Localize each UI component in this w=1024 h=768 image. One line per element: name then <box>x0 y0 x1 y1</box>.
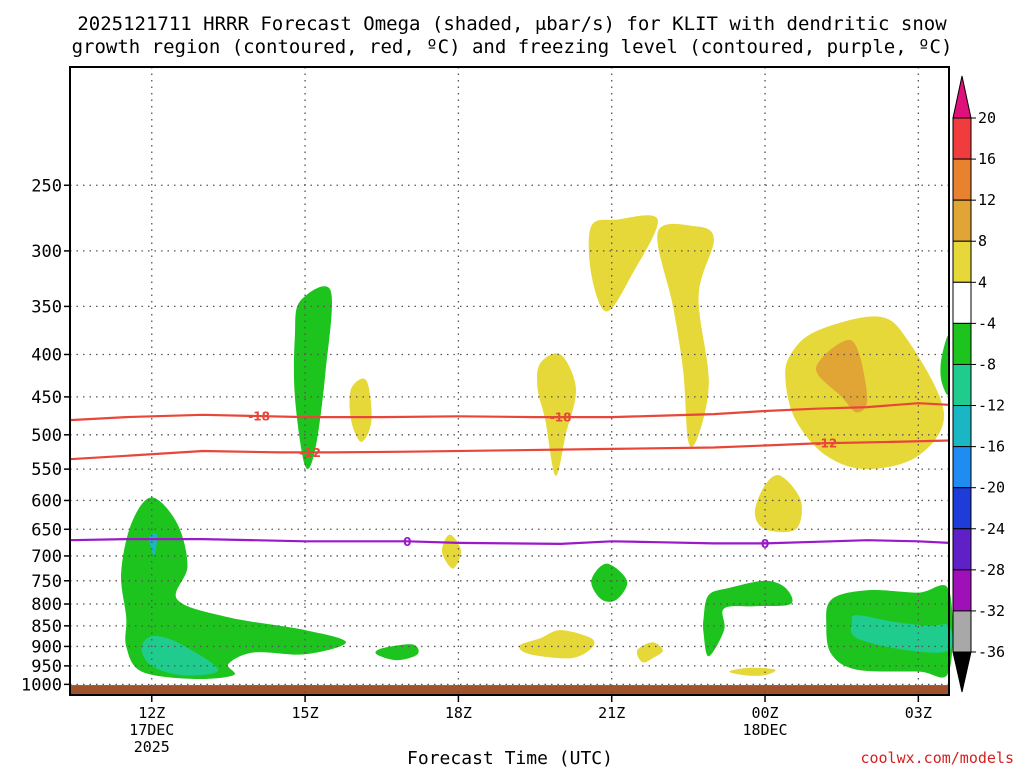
omega-shading <box>121 215 953 680</box>
x-tick-label: 03Z <box>905 704 932 722</box>
omega-region <box>375 644 419 661</box>
pressure-axis: 2503003504004505005506006507007508008509… <box>21 176 70 695</box>
contour-line <box>69 439 950 461</box>
omega-region <box>537 353 576 476</box>
x-tick-label: 17DEC <box>129 721 174 739</box>
y-tick-label: 600 <box>31 491 62 511</box>
ground-layer <box>70 685 949 695</box>
chart-title-line-2: growth region (contoured, red, ºC) and f… <box>72 36 953 58</box>
colorbar-tick-label: -28 <box>978 561 1005 579</box>
y-tick-label: 300 <box>31 242 62 262</box>
omega-region <box>754 475 802 533</box>
omega-region <box>703 580 793 657</box>
colorbar-tick-label: -20 <box>978 479 1005 497</box>
contour-label: 0 <box>403 535 411 549</box>
x-tick-label: 21Z <box>598 704 625 722</box>
colorbar-tick-label: -32 <box>978 602 1005 620</box>
colorbar-tick-label: -8 <box>978 355 996 373</box>
y-tick-label: 950 <box>31 657 62 677</box>
x-tick-label: 00Z <box>751 704 778 722</box>
contour-label: -12 <box>299 446 321 460</box>
contour-label: -12 <box>816 437 838 451</box>
contour-label: -18 <box>248 410 270 424</box>
colorbar-tick-label: -24 <box>978 520 1005 538</box>
omega-region <box>591 563 628 602</box>
contour-label: -18 <box>550 411 572 425</box>
colorbar-tick-label: -16 <box>978 438 1005 456</box>
colorbar-tick-label: -12 <box>978 397 1005 415</box>
colorbar-bin <box>952 199 972 242</box>
colorbar-tick-label: -36 <box>978 643 1005 661</box>
chart-title-line-1: 2025121711 HRRR Forecast Omega (shaded, … <box>77 13 947 35</box>
omega-region <box>441 534 462 569</box>
colorbar-bin <box>952 117 972 160</box>
contour-line <box>69 538 950 546</box>
colorbar-tick-label: 20 <box>978 109 996 127</box>
omega-region <box>121 497 347 680</box>
colorbar-tick-label: 4 <box>978 273 987 291</box>
y-tick-label: 850 <box>31 617 62 637</box>
x-tick-label: 15Z <box>292 704 319 722</box>
colorbar-bin <box>952 569 972 612</box>
omega-region <box>588 215 658 312</box>
omega-region <box>349 378 372 442</box>
omega-region <box>636 642 663 663</box>
contour-line <box>69 402 950 422</box>
y-tick-label: 900 <box>31 637 62 657</box>
x-tick-label: 18Z <box>445 704 472 722</box>
y-tick-label: 700 <box>31 547 62 567</box>
colorbar-bin <box>952 528 972 571</box>
x-tick-label: 18DEC <box>742 721 787 739</box>
colorbar-bin <box>952 363 972 407</box>
y-tick-label: 400 <box>31 345 62 365</box>
omega-region <box>141 636 219 676</box>
omega-region <box>519 630 595 659</box>
colorbar-top-arrow <box>952 75 972 119</box>
omega-region <box>293 286 332 470</box>
colorbar-tick-label: 16 <box>978 150 996 168</box>
omega-region <box>657 223 714 448</box>
contour-label: 0 <box>761 537 769 551</box>
colorbar-bin <box>952 405 972 448</box>
omega-colorbar: 20 16 12 8 4 -4 -8 -12 -16 -20 -24 -28 -32 -36 <box>952 75 1005 693</box>
colorbar-bin <box>952 446 972 489</box>
y-tick-label: 450 <box>31 388 62 408</box>
x-tick-label: 2025 <box>134 738 170 756</box>
x-tick-label: 12Z <box>138 704 165 722</box>
y-tick-label: 250 <box>31 176 62 196</box>
y-tick-label: 750 <box>31 572 62 592</box>
y-tick-label: 500 <box>31 426 62 446</box>
colorbar-tick-label: 8 <box>978 232 987 250</box>
colorbar-bin <box>952 158 972 201</box>
colorbar-bin <box>952 322 972 365</box>
y-tick-label: 550 <box>31 460 62 480</box>
plot-frame <box>69 66 950 696</box>
y-tick-label: 1000 <box>21 675 62 695</box>
colorbar-tick-label: 12 <box>978 191 996 209</box>
colorbar-bin <box>952 240 972 283</box>
ground-fill <box>70 685 949 695</box>
colorbar-bottom-arrow <box>952 651 972 693</box>
omega-region <box>816 340 868 413</box>
site-credit: coolwx.com/models <box>860 749 1014 767</box>
x-axis-title: Forecast Time (UTC) <box>407 748 613 768</box>
colorbar-tick-label: -4 <box>978 314 996 332</box>
colorbar-bin <box>952 281 972 324</box>
omega-region <box>850 615 953 653</box>
colorbar-bin <box>952 487 972 530</box>
y-tick-label: 650 <box>31 520 62 540</box>
grid-lines <box>70 67 949 695</box>
y-tick-label: 350 <box>31 297 62 317</box>
omega-region <box>940 335 950 395</box>
omega-region <box>729 667 776 676</box>
y-tick-label: 800 <box>31 595 62 615</box>
temperature-contours: -18 -18 -12 -12 0 0 <box>69 402 950 551</box>
colorbar-bin <box>952 610 972 653</box>
